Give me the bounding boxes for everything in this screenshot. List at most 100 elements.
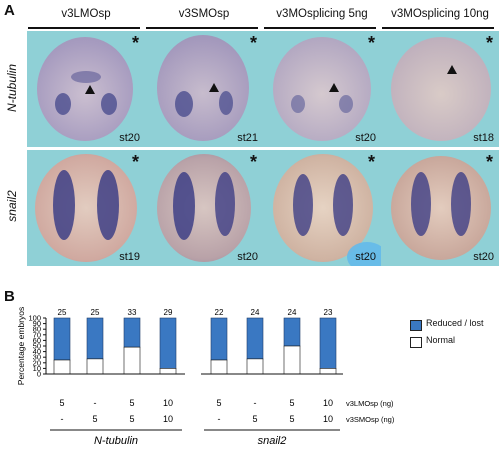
arrowhead-icon <box>329 83 339 92</box>
y-tick-label: 50 <box>33 342 41 351</box>
bar-reduced <box>319 317 337 369</box>
blue-background-patch <box>347 242 381 266</box>
y-tick-label: 20 <box>33 358 41 367</box>
embryo-image-panel: * st20 <box>263 31 381 147</box>
bar-reduced <box>246 317 264 360</box>
asterisk-marker: * <box>485 152 493 172</box>
stain-left <box>173 172 195 240</box>
stain-right <box>333 174 353 236</box>
bar-n-label: 33 <box>128 308 137 317</box>
embryo <box>391 37 491 141</box>
dose-smo: - <box>61 414 64 424</box>
embryo-image-panel: * st21 <box>145 31 263 147</box>
y-tick-label: 60 <box>33 336 41 345</box>
dose-lmo: 5 <box>289 398 294 408</box>
stage-label: st21 <box>237 132 258 144</box>
stage-label: st20 <box>355 251 376 263</box>
stain-right <box>97 170 119 240</box>
bar-normal <box>283 345 301 375</box>
dose-row-label-smo: v3SMOsp (ng) <box>346 415 395 424</box>
legend-reduced-label: Reduced / lost <box>426 318 484 328</box>
dose-row-label-lmo: v3LMOsp (ng) <box>346 399 394 408</box>
embryo-image-panel: * st20 <box>263 150 381 266</box>
embryo-image-panel: * st20 <box>27 31 145 147</box>
embryo <box>157 35 249 141</box>
bar-n-label: 23 <box>324 308 333 317</box>
column-title-v3smosp: v3SMOsp <box>178 8 230 20</box>
bar-n-label: 25 <box>91 308 100 317</box>
column-divider-line <box>28 27 140 29</box>
embryo <box>273 37 371 141</box>
stain-left <box>411 172 431 236</box>
embryo <box>35 154 137 262</box>
bar-normal <box>123 346 141 375</box>
dose-smo: 10 <box>323 414 333 424</box>
bar-reduced <box>53 317 71 361</box>
dose-smo: 5 <box>252 414 257 424</box>
bar-normal <box>53 359 71 375</box>
stain-right <box>101 93 117 115</box>
embryo-image-panel: * st18 <box>381 31 499 147</box>
y-tick-label: 100 <box>28 314 41 323</box>
stain-left <box>293 174 313 236</box>
stacked-bar-chart: Percentage embryos 0102030405060708090100… <box>16 307 395 447</box>
bar-normal <box>246 358 264 375</box>
bar-normal <box>159 368 177 375</box>
stain-left <box>291 95 305 113</box>
asterisk-marker: * <box>367 152 375 172</box>
stage-label: st20 <box>237 251 258 263</box>
dose-lmo: - <box>94 398 97 408</box>
stain-top <box>71 71 101 83</box>
embryo <box>391 156 491 260</box>
bar-n-label: 24 <box>251 308 260 317</box>
bar-reduced <box>123 317 141 348</box>
dose-lmo: 10 <box>163 398 173 408</box>
stage-label: st18 <box>473 132 494 144</box>
bar-reduced <box>86 317 104 360</box>
dose-lmo: 5 <box>59 398 64 408</box>
stain-right <box>215 172 235 236</box>
column-divider-line <box>146 27 258 29</box>
dose-lmo: 5 <box>129 398 134 408</box>
y-tick-label: 0 <box>37 370 41 379</box>
bar-reduced <box>283 317 301 347</box>
bar-normal <box>319 368 337 375</box>
legend-reduced-swatch <box>410 320 422 331</box>
asterisk-marker: * <box>249 152 257 172</box>
arrowhead-icon <box>85 85 95 94</box>
legend-normal-label: Normal <box>426 335 456 345</box>
dose-smo: 5 <box>129 414 134 424</box>
stain-right <box>219 91 233 115</box>
bar-n-label: 29 <box>164 308 173 317</box>
stage-label: st20 <box>119 132 140 144</box>
stain-right <box>339 95 353 113</box>
dose-lmo: - <box>254 398 257 408</box>
column-divider-line <box>382 27 494 29</box>
row-label-n-tubulin: N-tubulin <box>5 63 19 113</box>
column-title-splicing-5ng: v3MOsplicing 5ng <box>276 8 368 20</box>
stage-label: st19 <box>119 251 140 263</box>
embryo-image-panel: * st20 <box>145 150 263 266</box>
dose-smo: 10 <box>163 414 173 424</box>
bar-n-label: 25 <box>58 308 67 317</box>
stage-label: st20 <box>473 251 494 263</box>
y-tick-label: 10 <box>33 364 41 373</box>
dose-smo: 5 <box>289 414 294 424</box>
stage-label: st20 <box>355 132 376 144</box>
stain-left <box>53 170 75 240</box>
asterisk-marker: * <box>249 33 257 53</box>
column-title-splicing-10ng: v3MOsplicing 10ng <box>391 8 489 20</box>
y-tick-label: 80 <box>33 325 41 334</box>
bar-normal <box>86 358 104 375</box>
panel-a-letter: A <box>4 2 15 19</box>
asterisk-marker: * <box>131 152 139 172</box>
column-title-v3lmosp: v3LMOsp <box>61 8 111 20</box>
asterisk-marker: * <box>367 33 375 53</box>
stain-left <box>175 91 193 117</box>
y-tick-label: 30 <box>33 353 41 362</box>
stain-left <box>55 93 71 115</box>
asterisk-marker: * <box>485 33 493 53</box>
arrowhead-icon <box>209 83 219 92</box>
embryo <box>157 154 251 262</box>
row-label-snail2: snail2 <box>5 190 19 222</box>
